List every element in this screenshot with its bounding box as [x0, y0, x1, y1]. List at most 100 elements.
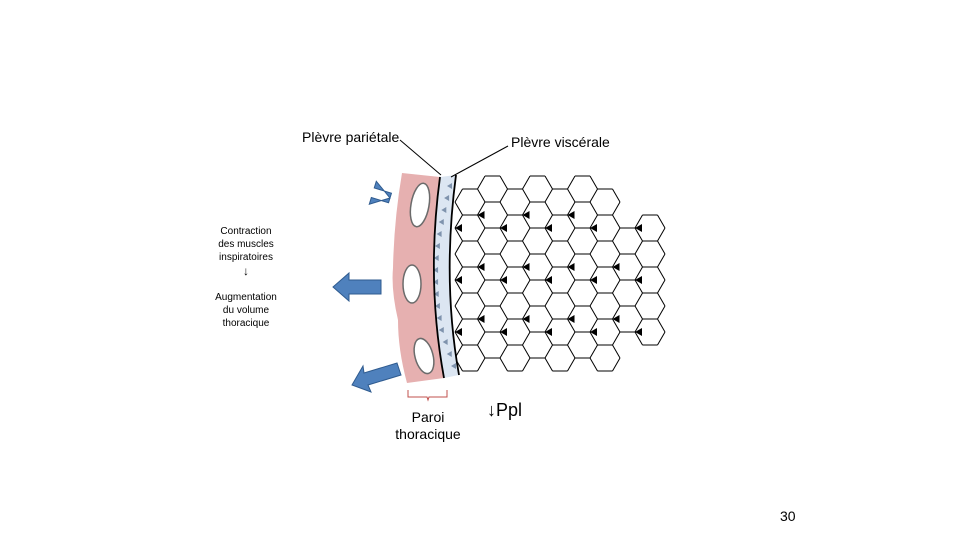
alveolus-wall	[499, 318, 508, 333]
contraction-line-1: Contraction	[220, 226, 272, 237]
alveolus-wall	[612, 188, 621, 203]
pleural-fluid-marker	[447, 183, 452, 189]
alveolus-wall	[634, 266, 643, 281]
alveolus-wall	[522, 240, 531, 255]
alveolus-wall	[522, 331, 531, 346]
alveolus-wall	[589, 266, 598, 281]
retraction-arrowhead	[500, 328, 507, 336]
retraction-arrowhead	[545, 276, 552, 284]
alveolus-wall	[657, 266, 666, 281]
alveolus-wall	[657, 318, 666, 333]
contraction-line-2: des muscles	[218, 239, 274, 250]
alveolus-wall	[499, 201, 508, 216]
alveolus-wall	[657, 292, 666, 307]
contraction-line-3: inspiratoires	[219, 252, 273, 263]
pleural-space	[433, 175, 459, 378]
alveolus-wall	[634, 292, 643, 307]
alveolus-wall	[522, 279, 531, 294]
alveolus-wall	[634, 227, 643, 242]
lung-alveoli-network	[454, 175, 666, 372]
alveolus-wall	[454, 279, 463, 294]
retraction-arrowhead	[522, 211, 530, 219]
alveolus-wall	[477, 175, 486, 190]
alveolus-wall	[657, 240, 666, 255]
alveolus-wall	[589, 279, 598, 294]
inspiration-explanation: Contraction des muscles inspiratoires ↓ …	[196, 225, 296, 330]
alveolus-wall	[589, 357, 598, 372]
retraction-arrowhead	[590, 328, 597, 336]
alveolus-wall	[612, 331, 621, 346]
alveolus-wall	[499, 253, 508, 268]
alveolus-wall	[499, 292, 508, 307]
alveolus-wall	[522, 318, 531, 333]
alveolus-wall	[544, 266, 553, 281]
retraction-arrowhead	[522, 263, 530, 271]
alveolus-wall	[589, 227, 598, 242]
alveolus-wall	[477, 214, 486, 229]
alveolus-wall	[522, 175, 531, 190]
alveolus-wall	[612, 318, 621, 333]
augmentation-line-3: thoracique	[222, 318, 270, 329]
visceral-leader-line	[450, 145, 509, 178]
alveolus-wall	[544, 175, 553, 190]
alveolus-wall	[477, 292, 486, 307]
alveolus-wall	[544, 201, 553, 216]
alveolus-wall	[567, 201, 576, 216]
pleural-fluid-marker	[446, 351, 452, 357]
paroi-line-1: Paroi	[411, 409, 445, 425]
alveolus-wall	[567, 344, 576, 359]
alveolus-wall	[544, 253, 553, 268]
alveolus-wall	[612, 253, 621, 268]
alveolus-wall	[657, 305, 666, 320]
retraction-arrowhead	[455, 224, 462, 232]
alveolus-wall	[612, 240, 621, 255]
retraction-arrowhead	[455, 328, 462, 336]
alveolus-wall	[567, 279, 576, 294]
pleural-fluid-marker	[451, 363, 456, 369]
alveolus-wall	[454, 188, 463, 203]
alveolus-wall	[499, 175, 508, 190]
pleural-fluid-marker	[436, 231, 442, 237]
paroi-thoracique-label: Paroi thoracique	[380, 409, 476, 443]
alveolus-wall	[522, 227, 531, 242]
alveolus-wall	[522, 344, 531, 359]
alveolus-wall	[454, 305, 463, 320]
alveolus-wall	[544, 318, 553, 333]
paroi-bracket	[407, 390, 448, 402]
retraction-arrowhead	[567, 211, 575, 219]
alveolus-wall	[612, 227, 621, 242]
alveolus-wall	[612, 266, 621, 281]
alveolus-wall	[499, 305, 508, 320]
rib-top	[409, 182, 431, 228]
alveolus-wall	[454, 253, 463, 268]
outward-arrow-bottom	[351, 362, 402, 393]
alveolus-wall	[567, 214, 576, 229]
alveolus-wall	[657, 331, 666, 346]
alveolus-wall	[477, 253, 486, 268]
rib-middle	[402, 264, 422, 304]
retraction-arrowhead	[545, 328, 552, 336]
alveolus-wall	[657, 214, 666, 229]
pleural-fluid-marker	[442, 339, 448, 345]
pleural-fluid-marker	[433, 267, 439, 273]
alveolus-wall	[567, 253, 576, 268]
pleural-space-markers	[433, 183, 456, 369]
alveolus-wall	[522, 201, 531, 216]
retraction-arrowhead	[477, 211, 485, 219]
alveolus-wall	[589, 253, 598, 268]
alveolus-wall	[657, 253, 666, 268]
alveolus-wall	[634, 214, 643, 229]
alveolus-wall	[567, 188, 576, 203]
visceral-pleura-label: Plèvre viscérale	[511, 134, 610, 150]
retraction-arrowhead	[455, 276, 462, 284]
alveolus-wall	[612, 201, 621, 216]
alveolus-wall	[567, 331, 576, 346]
retraction-arrowhead	[500, 224, 507, 232]
alveolus-wall	[477, 357, 486, 372]
alveolus-wall	[477, 318, 486, 333]
retraction-arrowhead	[635, 328, 642, 336]
alveolus-wall	[589, 331, 598, 346]
pleural-fluid-marker	[434, 303, 440, 309]
